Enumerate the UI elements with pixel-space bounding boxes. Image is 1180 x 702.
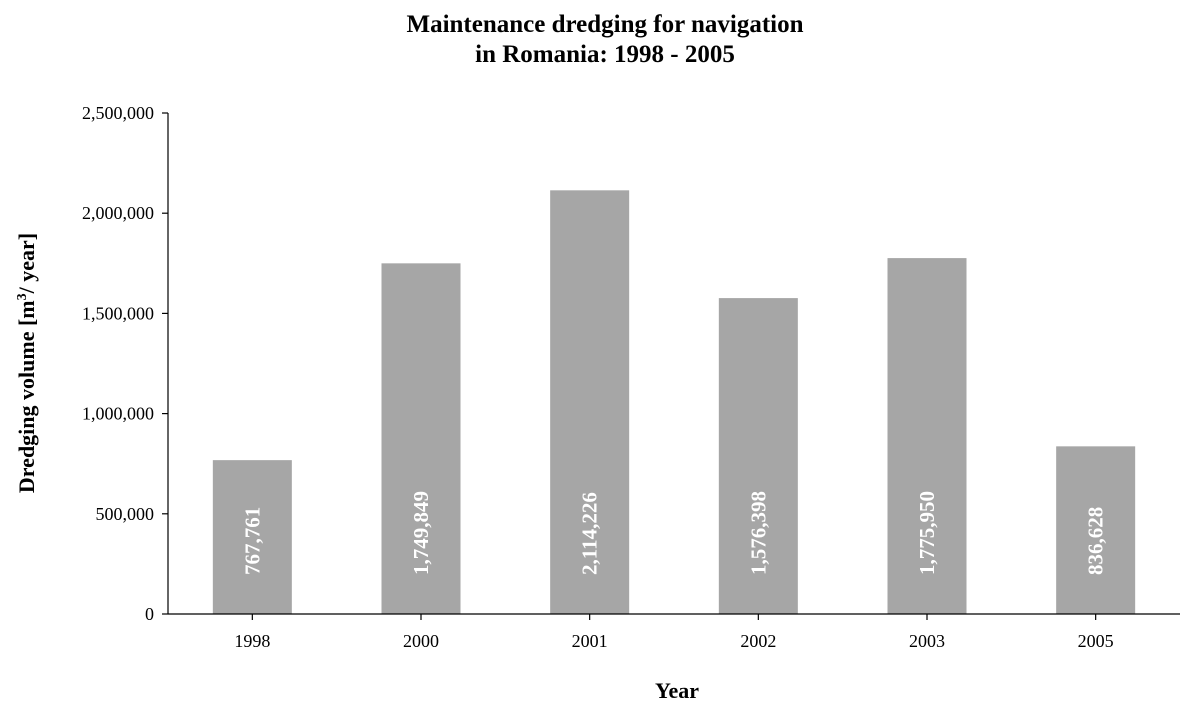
- x-tick-label: 2000: [403, 631, 439, 651]
- y-tick-label: 0: [145, 604, 154, 624]
- y-tick-label: 2,000,000: [82, 203, 154, 223]
- chart-title-line-1: Maintenance dredging for navigation: [406, 11, 804, 38]
- bar-value-label: 2,114,226: [578, 492, 602, 575]
- bar-2001: [550, 190, 630, 614]
- bar-value-label: 1,775,950: [915, 491, 939, 575]
- x-tick-label: 2005: [1078, 631, 1114, 651]
- y-axis-title-main: Dredging volume [m: [14, 300, 39, 493]
- x-axis-ticks: 1998 2000 2001 2002 2003 2005: [234, 614, 1114, 651]
- chart-title: Maintenance dredging for navigation in R…: [0, 10, 1180, 70]
- bar-2002: [718, 298, 798, 614]
- x-tick-label: 2003: [909, 631, 945, 651]
- y-tick-label: 1,500,000: [82, 303, 154, 323]
- bar-value-label: 767,761: [240, 507, 264, 575]
- y-tick-label: 1,000,000: [82, 404, 154, 424]
- y-tick-label: 500,000: [96, 504, 155, 524]
- x-tick-label: 2002: [740, 631, 776, 651]
- y-axis-title-sup: 3: [15, 293, 30, 300]
- bar-2005: [1056, 446, 1136, 614]
- y-axis-title: Dredging volume [m3/ year]: [14, 233, 39, 493]
- chart-title-line-2: in Romania: 1998 - 2005: [475, 41, 735, 68]
- bar-value-label: 836,628: [1084, 507, 1108, 575]
- x-axis-title: Year: [655, 678, 699, 702]
- x-tick-label: 2001: [572, 631, 608, 651]
- y-axis-title-tail: / year]: [14, 233, 39, 294]
- y-axis-ticks: 0 500,000 1,000,000 1,500,000 2,000,000 2,500…: [82, 103, 168, 624]
- bar-value-label: 1,749,849: [409, 491, 433, 575]
- bar-2000: [381, 263, 461, 614]
- bars: 767,761 1,749,849 2,114,226 1,576,398 1,775,…: [212, 190, 1136, 614]
- bar-1998: [212, 460, 292, 614]
- y-tick-label: 2,500,000: [82, 103, 154, 123]
- bar-2003: [887, 258, 967, 614]
- bar-value-label: 1,576,398: [746, 491, 770, 575]
- x-tick-label: 1998: [234, 631, 270, 651]
